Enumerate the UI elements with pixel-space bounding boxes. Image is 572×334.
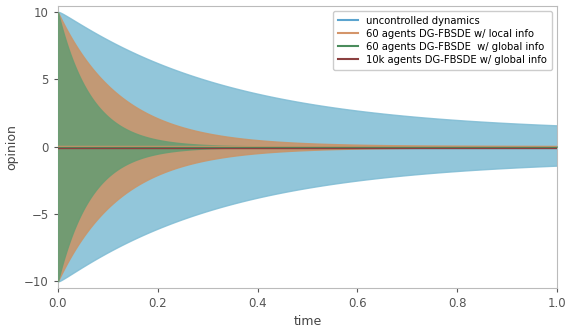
X-axis label: time: time [293, 315, 321, 328]
Legend: uncontrolled dynamics, 60 agents DG-FBSDE w/ local info, 60 agents DG-FBSDE  w/ : uncontrolled dynamics, 60 agents DG-FBSD… [333, 11, 552, 69]
Y-axis label: opinion: opinion [6, 124, 18, 170]
